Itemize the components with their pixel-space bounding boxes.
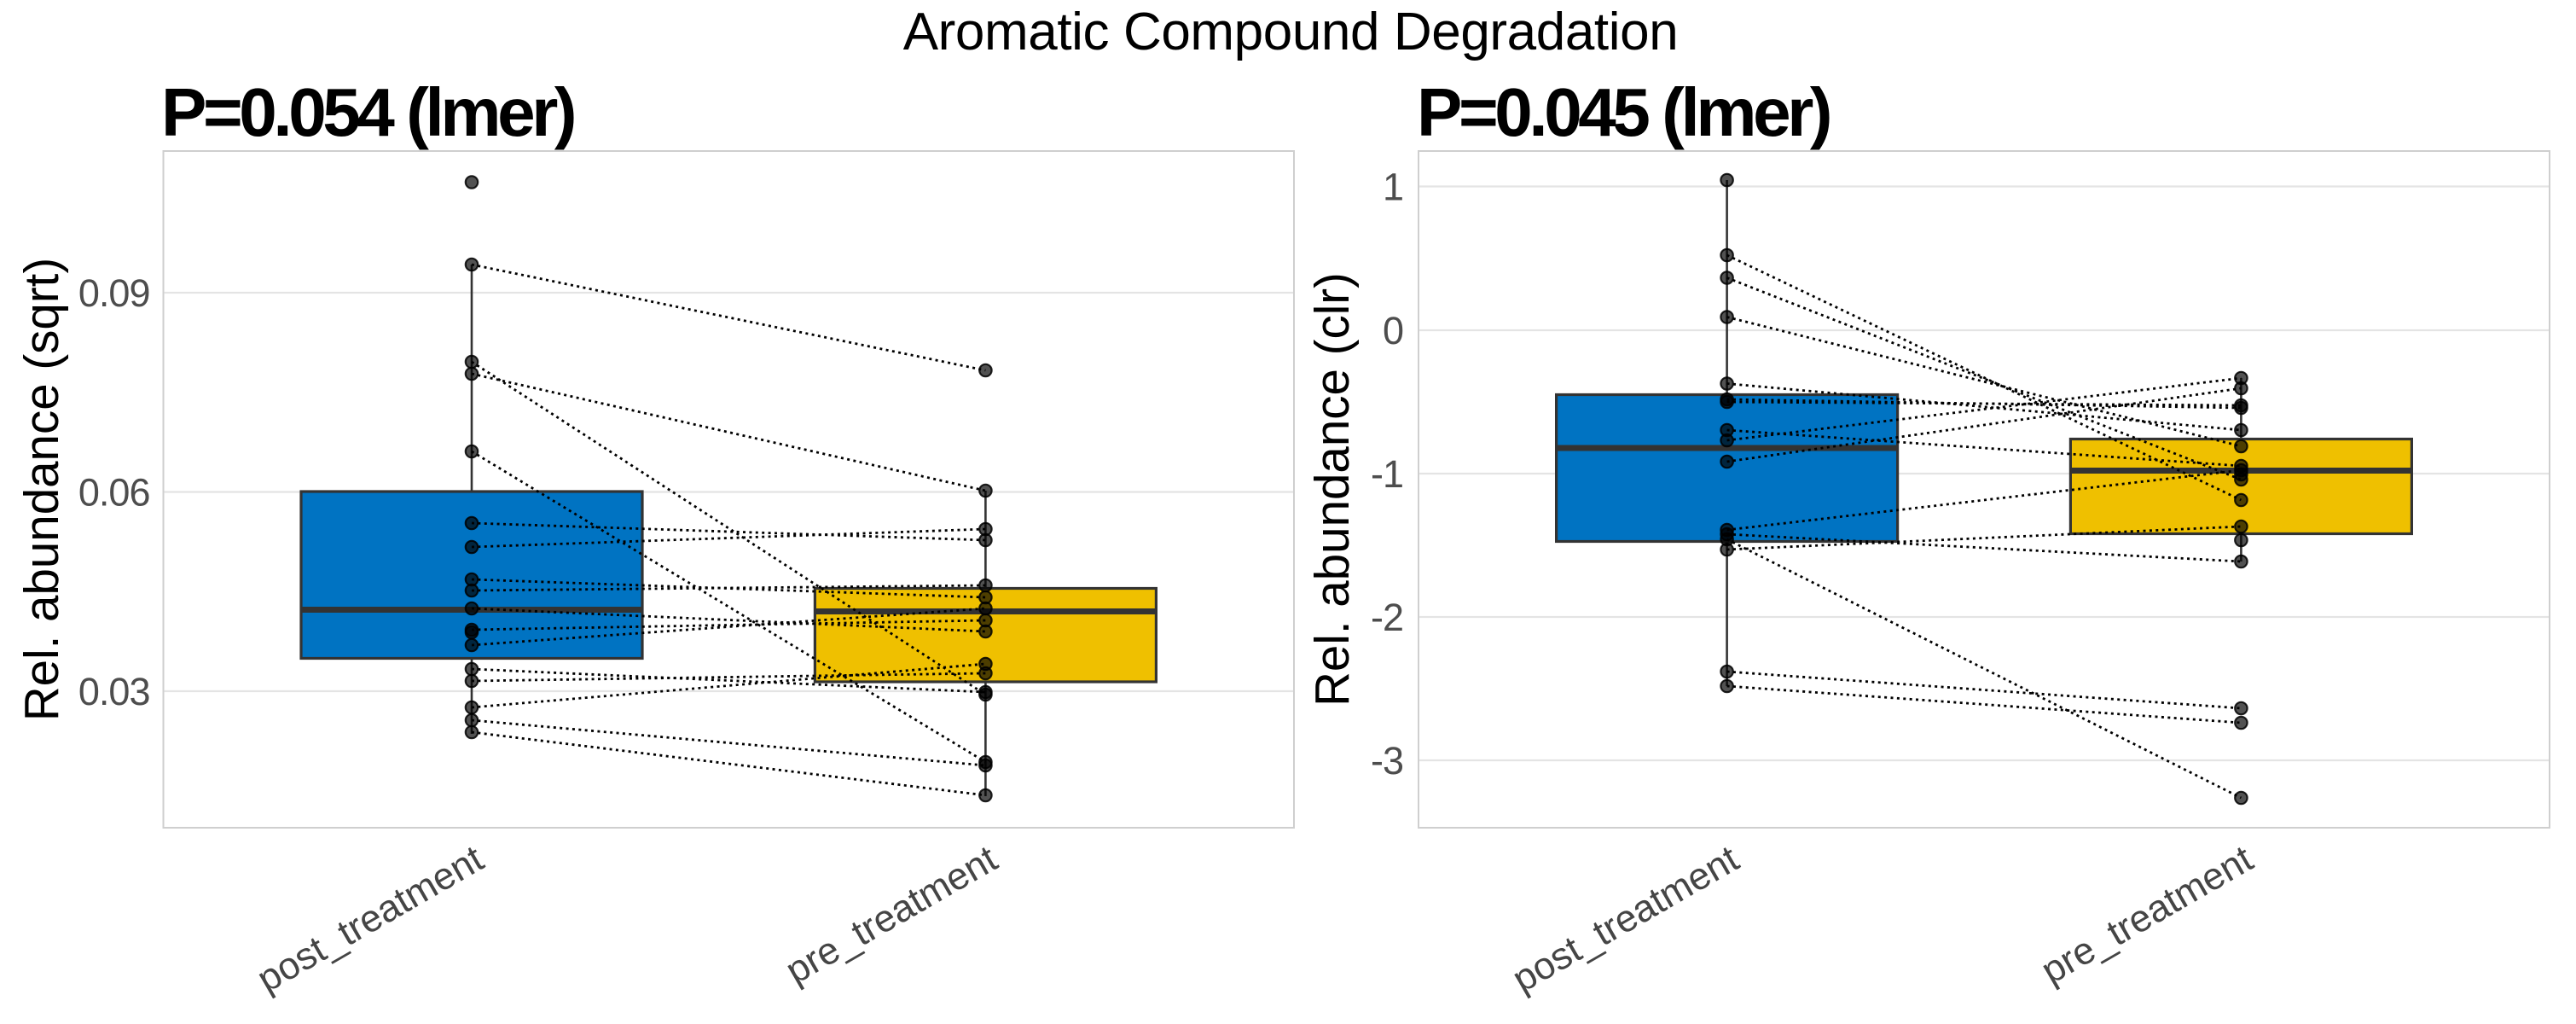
svg-text:-1: -1 xyxy=(1371,452,1403,496)
svg-text:0: 0 xyxy=(1383,309,1403,352)
svg-text:0.06: 0.06 xyxy=(78,471,150,515)
svg-text:Aromatic Compound Degradation: Aromatic Compound Degradation xyxy=(903,3,1679,61)
svg-text:0.09: 0.09 xyxy=(78,271,150,315)
svg-text:-2: -2 xyxy=(1371,596,1403,639)
svg-text:0.03: 0.03 xyxy=(78,670,150,713)
svg-text:Rel. abundance (clr): Rel. abundance (clr) xyxy=(1305,272,1359,707)
svg-text:P=0.045 (lmer): P=0.045 (lmer) xyxy=(1417,74,1830,150)
svg-text:Rel. abundance (sqrt): Rel. abundance (sqrt) xyxy=(15,258,68,721)
svg-text:P=0.054 (lmer): P=0.054 (lmer) xyxy=(161,74,574,150)
svg-text:1: 1 xyxy=(1383,166,1403,209)
svg-text:-3: -3 xyxy=(1371,739,1403,783)
